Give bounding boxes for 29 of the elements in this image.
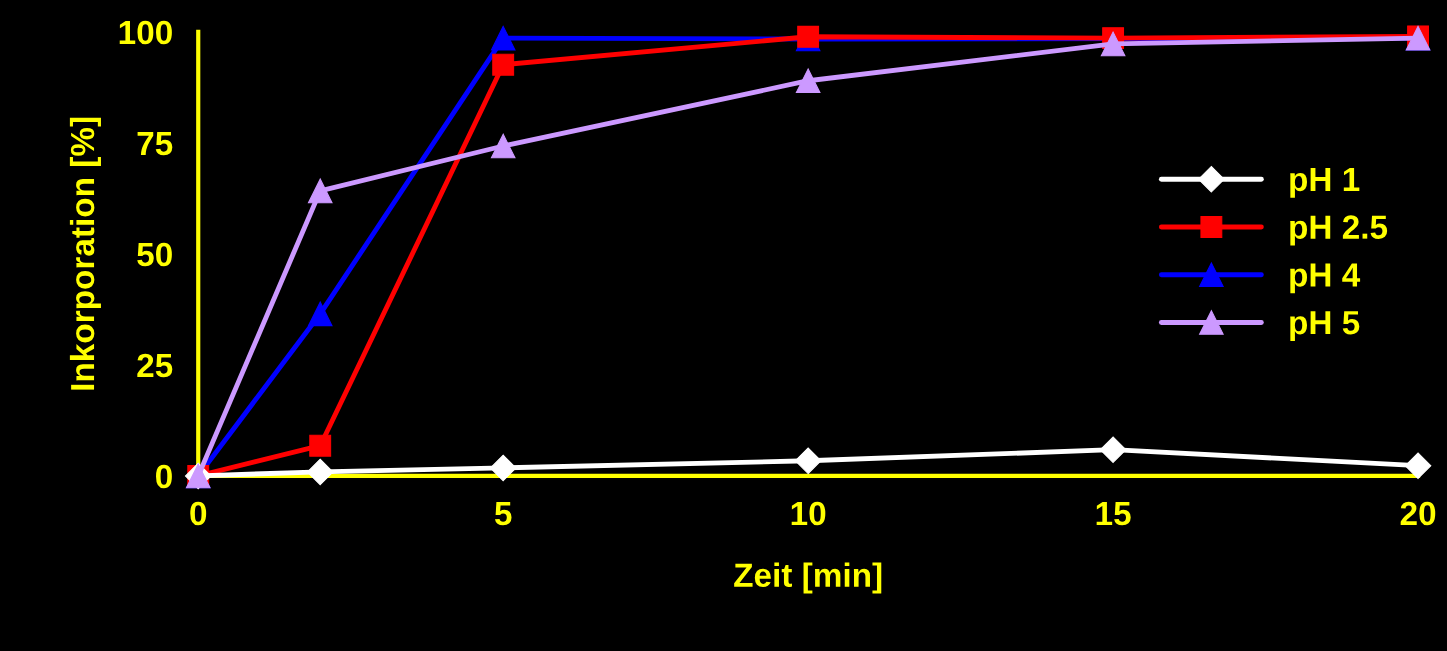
y-tick-label: 25 xyxy=(137,353,173,378)
y-axis-title: Inkorporation [%] xyxy=(69,117,101,390)
point xyxy=(795,68,821,94)
legend-label: pH 2.5 xyxy=(1290,215,1388,246)
y-tick-label: 50 xyxy=(137,242,172,267)
point xyxy=(307,178,333,204)
x-tick-label: 10 xyxy=(791,501,826,526)
x-tick-label: 0 xyxy=(190,501,207,526)
point xyxy=(1404,452,1432,479)
point xyxy=(1100,31,1126,57)
point xyxy=(1099,436,1127,463)
point xyxy=(306,458,334,486)
x-axis-title: Zeit [min] xyxy=(734,562,882,594)
point xyxy=(490,25,516,51)
x-tick-label: 20 xyxy=(1400,501,1436,526)
point xyxy=(490,133,516,159)
y-tick-label: 75 xyxy=(137,132,173,156)
point xyxy=(489,454,517,482)
y-tick-label: 0 xyxy=(156,464,172,489)
legend-label: pH 4 xyxy=(1290,263,1361,294)
x-tick-label: 15 xyxy=(1096,502,1131,526)
point xyxy=(309,434,332,457)
legend-label: pH 1 xyxy=(1290,167,1360,198)
x-tick-label: 5 xyxy=(494,502,512,526)
point xyxy=(307,301,333,327)
point xyxy=(492,53,515,76)
y-tick-label: 100 xyxy=(119,20,172,45)
point xyxy=(794,447,822,475)
legend-label: pH 5 xyxy=(1290,311,1360,342)
